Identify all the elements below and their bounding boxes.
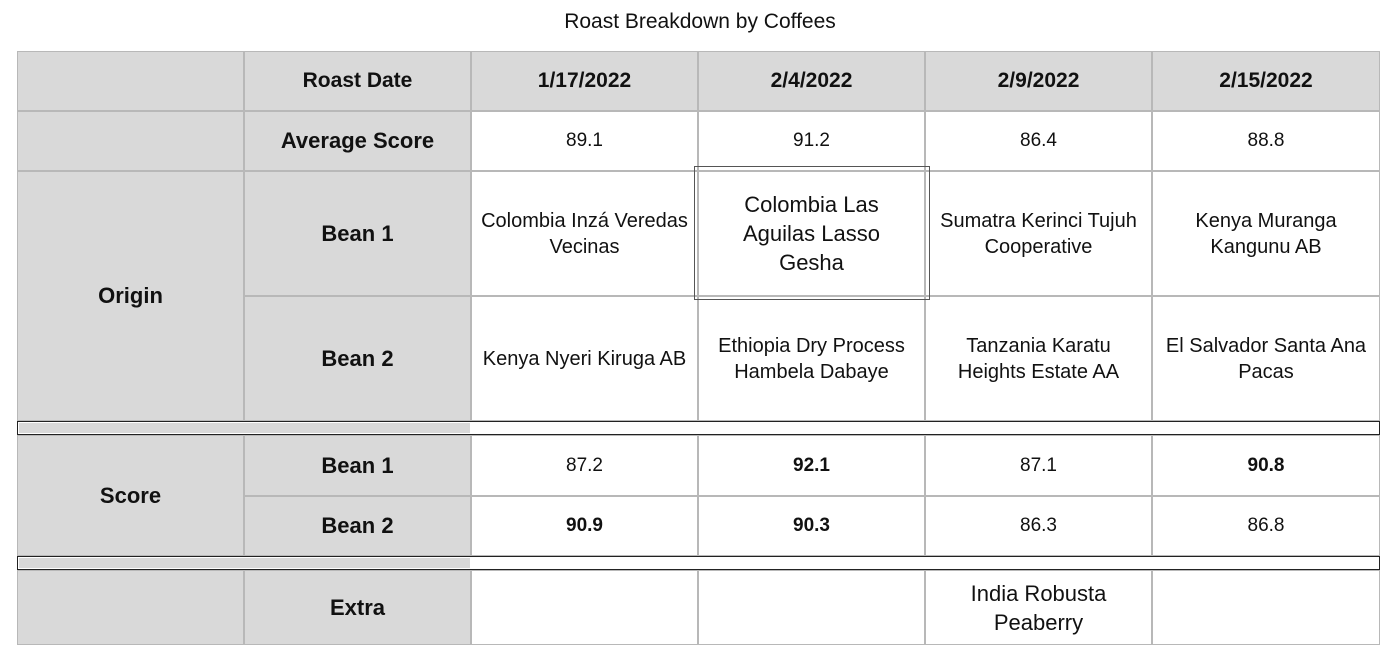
data-cell: 88.8 [1152,111,1380,171]
extra-cell: India Robusta Peaberry [925,570,1152,645]
data-cell: 86.4 [925,111,1152,171]
row-label: Extra [244,570,471,645]
row-label: Bean 1 [244,435,471,496]
separator-shade [19,558,470,568]
score-cell: 87.2 [471,435,698,496]
score-cell: 90.3 [698,496,925,556]
score-cell: 90.8 [1152,435,1380,496]
column-header: 1/17/2022 [471,51,698,111]
row-label: Bean 2 [244,496,471,556]
extra-cell [471,570,698,645]
row-label: Bean 2 [244,296,471,421]
group-label-empty [17,111,244,171]
extra-cell [1152,570,1380,645]
row-label: Bean 1 [244,171,471,296]
header-corner-cell [17,51,244,111]
group-label-empty [17,570,244,645]
chart-title: Roast Breakdown by Coffees [564,10,836,33]
separator-shade [19,423,470,433]
origin-cell: Sumatra Kerinci Tujuh Cooperative [925,171,1152,296]
column-header: 2/9/2022 [925,51,1152,111]
origin-cell: Tanzania Karatu Heights Estate AA [925,296,1152,421]
data-cell: 89.1 [471,111,698,171]
column-header: 2/4/2022 [698,51,925,111]
extra-cell [698,570,925,645]
origin-cell: Kenya Nyeri Kiruga AB [471,296,698,421]
score-cell: 86.3 [925,496,1152,556]
score-cell: 90.9 [471,496,698,556]
score-cell: 87.1 [925,435,1152,496]
column-header: Roast Date [244,51,471,111]
column-header: 2/15/2022 [1152,51,1380,111]
score-cell: 92.1 [698,435,925,496]
origin-cell: El Salvador Santa Ana Pacas [1152,296,1380,421]
score-cell: 86.8 [1152,496,1380,556]
group-label: Score [17,435,244,556]
group-label: Origin [17,171,244,421]
origin-cell: Colombia Inzá Veredas Vecinas [471,171,698,296]
origin-cell: Colombia Las Aguilas Lasso Gesha [698,171,925,296]
origin-cell: Kenya Muranga Kangunu AB [1152,171,1380,296]
data-cell: 91.2 [698,111,925,171]
row-label: Average Score [244,111,471,171]
origin-cell: Ethiopia Dry Process Hambela Dabaye [698,296,925,421]
